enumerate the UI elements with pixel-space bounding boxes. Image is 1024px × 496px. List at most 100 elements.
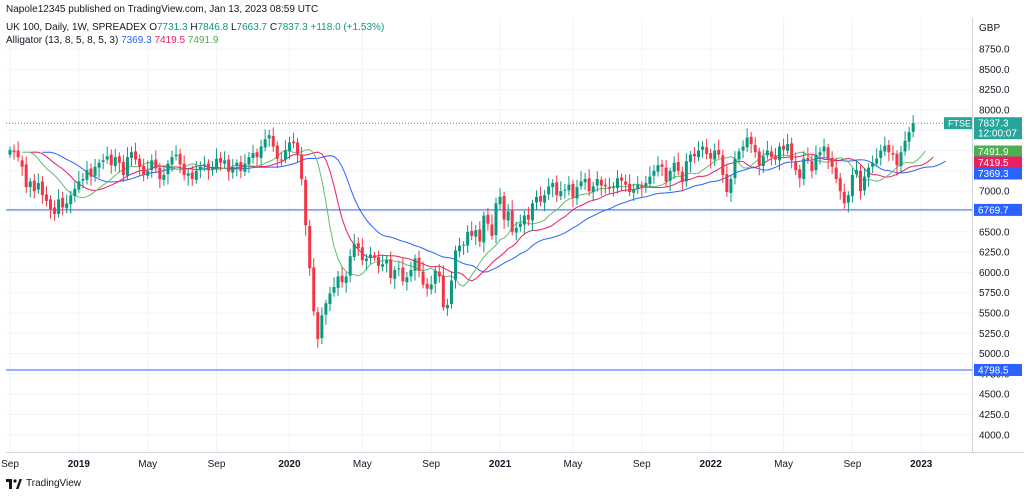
candle-body xyxy=(134,151,138,160)
candle xyxy=(154,150,158,174)
candle-body xyxy=(709,153,713,159)
price-tick-label: 5250.0 xyxy=(979,329,1010,340)
candle-body xyxy=(603,184,607,187)
candle-body xyxy=(875,158,879,164)
candle-body xyxy=(458,245,462,252)
candle-body xyxy=(166,163,170,175)
candle xyxy=(429,275,433,295)
candle xyxy=(899,145,903,174)
candle xyxy=(385,255,389,273)
candle xyxy=(316,307,320,348)
candle xyxy=(863,167,867,196)
candle-body xyxy=(61,197,65,208)
candle xyxy=(765,140,769,160)
candle xyxy=(389,251,393,284)
candle-body xyxy=(786,144,790,151)
candle-body xyxy=(97,162,101,168)
candle xyxy=(903,131,907,156)
candle xyxy=(490,214,494,240)
candle xyxy=(292,132,295,149)
candle xyxy=(717,139,721,159)
candle xyxy=(721,149,725,183)
candle-body xyxy=(867,167,871,178)
candle xyxy=(117,152,121,173)
candle xyxy=(275,141,279,169)
candle xyxy=(551,179,555,198)
candle-body xyxy=(684,161,688,182)
candle xyxy=(405,271,409,291)
candle xyxy=(846,191,850,213)
candle xyxy=(170,150,174,172)
time-tick-label: May xyxy=(563,459,582,470)
candle-body xyxy=(773,156,777,160)
candle-body xyxy=(826,147,830,159)
open-label: O xyxy=(149,22,157,33)
candle-body xyxy=(611,187,615,189)
candle xyxy=(24,156,28,193)
candle-body xyxy=(721,155,725,175)
candle-body xyxy=(761,156,765,167)
candle xyxy=(692,147,696,164)
candle xyxy=(198,161,202,179)
symbol-tag: FTSE xyxy=(948,119,971,129)
candle xyxy=(466,225,470,253)
candle xyxy=(437,264,441,283)
candle-body xyxy=(393,269,397,279)
candle xyxy=(194,160,198,184)
candle-body xyxy=(822,146,826,152)
indicator-tag-lips: 7491.9 xyxy=(978,147,1009,158)
low-label: L xyxy=(230,22,237,33)
change-value: +118.0 (+1.53%) xyxy=(310,22,385,33)
price-tick-label: 5750.0 xyxy=(979,288,1010,299)
symbol-name[interactable]: UK 100, Daily, 1W, SPREADEX xyxy=(6,22,147,33)
candle-body xyxy=(389,259,393,279)
candle-body xyxy=(279,159,283,161)
candle-body xyxy=(628,183,632,193)
candle-body xyxy=(211,168,214,170)
candle xyxy=(850,167,854,203)
candle-body xyxy=(474,230,478,237)
candle xyxy=(328,286,332,312)
candle-body xyxy=(798,169,802,179)
candle-body xyxy=(174,154,178,157)
candle xyxy=(320,307,324,344)
candle-body xyxy=(616,178,619,188)
candle-body xyxy=(405,277,409,283)
candle-body xyxy=(907,131,911,142)
candle xyxy=(778,142,781,171)
candle-body xyxy=(502,196,506,220)
candle-body xyxy=(287,142,291,152)
candle-body xyxy=(409,269,413,277)
alligator-label[interactable]: Alligator (13, 8, 5, 8, 5, 3) xyxy=(6,35,119,46)
price-tick-label: 4000.0 xyxy=(979,430,1010,441)
candle xyxy=(879,144,883,166)
candle-body xyxy=(206,163,210,171)
candle xyxy=(806,147,810,164)
candle-body xyxy=(397,268,401,270)
candle xyxy=(150,154,154,178)
candle xyxy=(859,165,862,200)
candle-body xyxy=(16,150,20,158)
candle xyxy=(648,166,652,188)
candle xyxy=(733,151,737,185)
candle-body xyxy=(778,146,781,161)
candle-body xyxy=(223,160,227,164)
candle xyxy=(259,139,263,165)
alligator-lips-value: 7491.9 xyxy=(187,35,219,46)
candle-body xyxy=(470,230,474,236)
candle-body xyxy=(494,203,498,236)
candle xyxy=(757,147,761,176)
candle-body xyxy=(219,157,223,163)
candle-body xyxy=(130,152,133,158)
candle xyxy=(16,141,20,162)
candle xyxy=(36,173,40,194)
candle-body xyxy=(887,144,891,153)
candle xyxy=(393,266,397,290)
candle xyxy=(462,241,466,256)
candle-body xyxy=(215,158,219,170)
candle xyxy=(854,160,858,178)
candle xyxy=(186,169,190,186)
candle xyxy=(773,147,777,165)
candle-body xyxy=(859,170,862,192)
